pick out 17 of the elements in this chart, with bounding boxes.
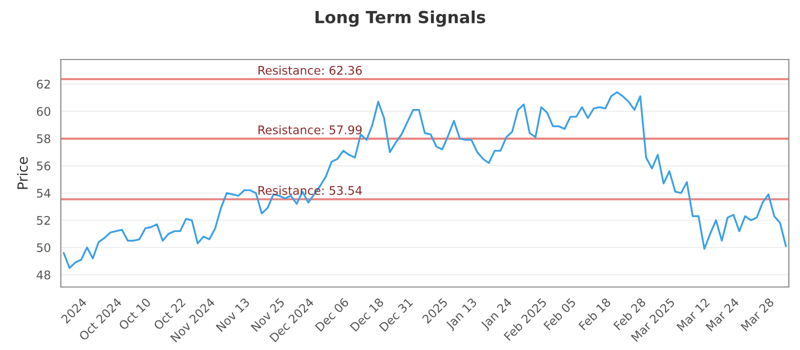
chart-title: Long Term Signals [316,10,486,27]
y-tick-label: 52 [36,216,50,225]
y-tick-label: 56 [36,161,50,170]
y-tick-label: 60 [36,106,50,116]
y-tick-label: 48 [36,270,50,280]
y-tick-label: 58 [36,134,50,144]
x-tick-label: Nov 13 [216,298,250,332]
x-tick-label: Mar 28 [740,297,774,332]
y-tick-label: 50 [36,243,50,252]
x-tick-label: Dec 06 [314,297,350,332]
y-tick-label: 62 [36,80,50,89]
ref-line-label: Resistance: 57.99 [258,125,362,134]
x-tick-label: Feb 18 [578,297,612,330]
y-tick-label: 54 [36,188,50,198]
ref-line-label: Resistance: 62.36 [258,66,362,75]
line-series [62,91,787,269]
y-axis-title: Price [17,157,28,189]
